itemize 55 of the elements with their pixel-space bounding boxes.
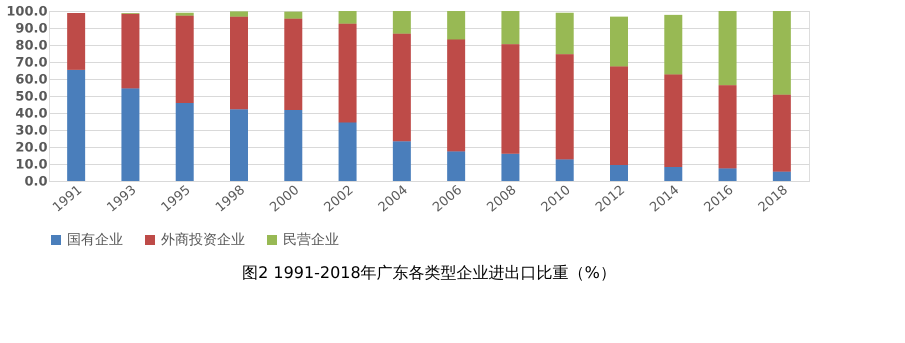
bar <box>176 12 194 16</box>
y-tick-label: 100.0 <box>6 4 48 20</box>
bar <box>176 102 194 181</box>
y-tick-label: 20.0 <box>15 140 48 156</box>
y-tick-label: 60.0 <box>15 72 48 88</box>
y-tick-label: 80.0 <box>15 38 48 54</box>
bar <box>664 74 682 168</box>
bar <box>772 172 791 181</box>
bar <box>284 18 302 110</box>
bar <box>556 159 574 181</box>
bar <box>230 11 248 17</box>
y-tick-label: 70.0 <box>15 56 48 70</box>
legend-label: 外商投资企业 <box>161 232 245 248</box>
bar <box>718 168 737 181</box>
bar <box>392 11 411 34</box>
y-tick-label: 50.0 <box>15 90 48 104</box>
bar <box>338 11 357 24</box>
y-tick-label: 40.0 <box>15 106 48 122</box>
bar <box>447 11 466 40</box>
legend-label: 民营企业 <box>283 232 339 248</box>
bar <box>67 70 86 181</box>
bar <box>610 16 628 66</box>
bar <box>718 85 737 168</box>
text: 图2 1991-2018年广东各类型企业进出口比重（%） <box>242 263 616 282</box>
bar <box>67 13 86 70</box>
bar <box>284 12 302 19</box>
bar <box>176 16 194 103</box>
bar <box>610 66 628 166</box>
y-tick-label: 30.0 <box>15 124 48 138</box>
bar <box>230 16 248 110</box>
bar <box>230 109 248 181</box>
bar <box>447 40 466 152</box>
bar <box>501 154 520 181</box>
bar <box>772 11 791 95</box>
bar <box>392 141 411 181</box>
bar <box>772 94 791 172</box>
bar <box>610 165 628 181</box>
bar <box>121 14 140 88</box>
y-tick-label: 90.0 <box>15 22 48 36</box>
bar <box>718 11 737 86</box>
bar <box>392 34 411 142</box>
bar <box>121 88 140 181</box>
y-tick-label: 0.0 <box>24 174 48 190</box>
bar <box>556 54 574 160</box>
bar <box>664 167 682 181</box>
bar <box>447 151 466 181</box>
legend-label: 国有企业 <box>67 232 123 248</box>
bar <box>664 14 682 74</box>
bar <box>338 122 357 181</box>
bar <box>501 44 520 154</box>
y-tick-label: 10.0 <box>15 158 48 172</box>
bar <box>501 11 520 44</box>
bar <box>338 24 357 123</box>
bar <box>284 110 302 181</box>
bar <box>556 12 574 54</box>
